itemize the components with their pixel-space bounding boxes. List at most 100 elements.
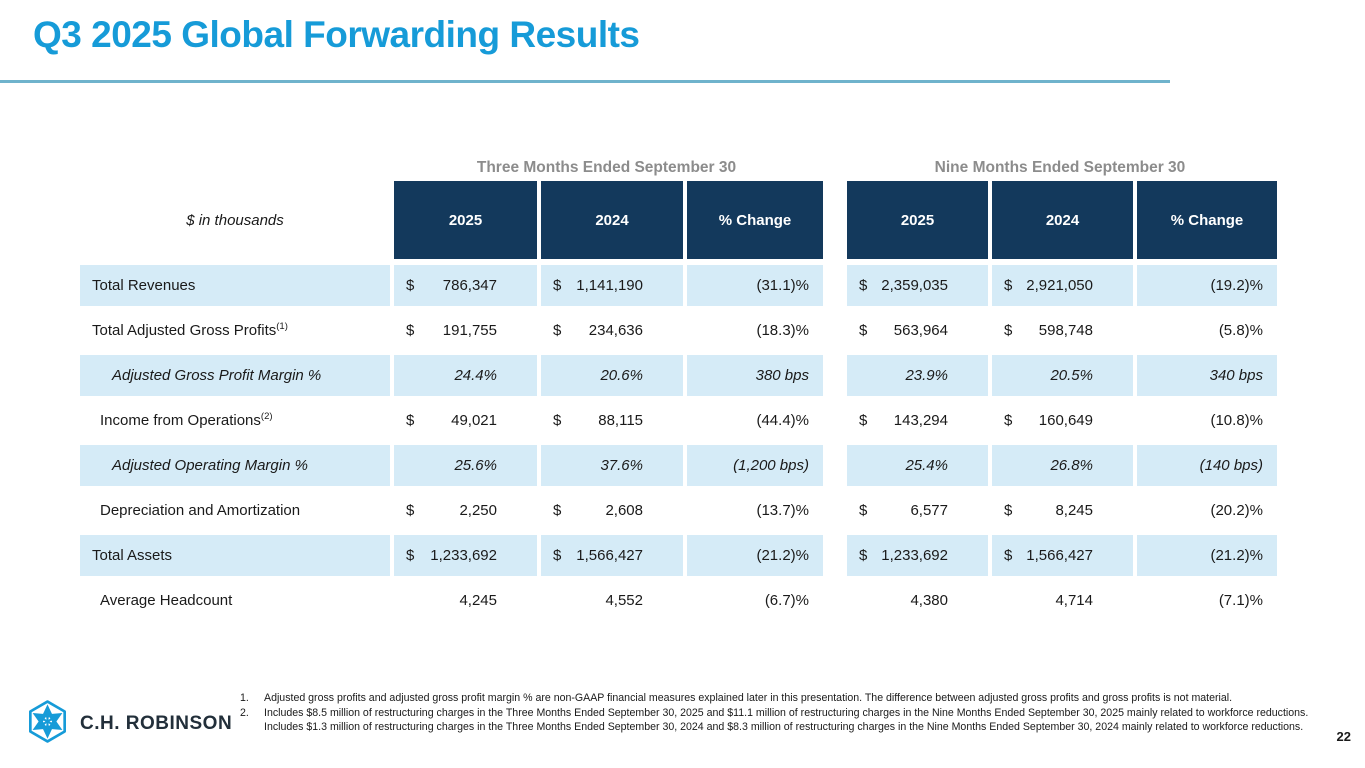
section-gap xyxy=(823,490,843,535)
value-cell: $598,748 xyxy=(988,310,1133,355)
currency-symbol: $ xyxy=(406,412,415,429)
currency-symbol: $ xyxy=(406,322,415,339)
table-row: Adjusted Gross Profit Margin % 24.4% 20.6%… xyxy=(80,355,1277,400)
value-cell: $786,347 xyxy=(390,265,537,310)
currency-symbol: $ xyxy=(1004,547,1013,564)
percent-change-cell: 380 bps xyxy=(683,355,823,400)
cell-value: 1,233,692 xyxy=(881,547,948,564)
column-header-three-2025: 2025 xyxy=(390,181,537,259)
percent-change-cell: (1,200 bps) xyxy=(683,445,823,490)
value-cell: $1,566,427 xyxy=(988,535,1133,580)
value-cell: $1,233,692 xyxy=(843,535,988,580)
title-underline xyxy=(0,80,1170,83)
currency-symbol: $ xyxy=(859,322,868,339)
units-label: $ in thousands xyxy=(186,211,284,229)
currency-symbol: $ xyxy=(859,277,868,294)
percent-change-cell: (19.2)% xyxy=(1133,265,1277,310)
cell-value: (5.8)% xyxy=(1218,322,1263,339)
currency-symbol: $ xyxy=(406,547,415,564)
column-header-three-change: % Change xyxy=(683,181,823,259)
value-cell: 20.5% xyxy=(988,355,1133,400)
section-gap xyxy=(823,580,843,625)
value-cell: 4,380 xyxy=(843,580,988,625)
footnote-number: 1. xyxy=(240,692,249,704)
page-title: Q3 2025 Global Forwarding Results xyxy=(33,14,640,55)
section-title-nine-months: Nine Months Ended September 30 xyxy=(934,159,1186,176)
table-row: Average Headcount 4,245 4,552 (6.7)% 4,380 4,… xyxy=(80,580,1277,625)
value-cell: $2,250 xyxy=(390,490,537,535)
cell-value: (1,200 bps) xyxy=(733,457,809,474)
value-cell: $2,921,050 xyxy=(988,265,1133,310)
section-gap xyxy=(823,445,843,490)
value-cell: $49,021 xyxy=(390,400,537,445)
value-cell: $88,115 xyxy=(537,400,683,445)
value-cell: $191,755 xyxy=(390,310,537,355)
table-body: Total Revenues $786,347 $1,141,190 (31.1)% $… xyxy=(80,265,1277,625)
footnote-text: Adjusted gross profits and adjusted gros… xyxy=(264,692,1233,704)
cell-value: 598,748 xyxy=(1038,322,1093,339)
cell-value: 20.6% xyxy=(600,367,643,384)
cell-value: 88,115 xyxy=(598,412,643,429)
currency-symbol: $ xyxy=(1004,322,1013,339)
percent-change-cell: (7.1)% xyxy=(1133,580,1277,625)
cell-value: 25.4% xyxy=(905,457,948,474)
currency-symbol: $ xyxy=(1004,412,1013,429)
cell-value: 1,233,692 xyxy=(430,547,497,564)
cell-value: 340 bps xyxy=(1209,367,1263,384)
section-gap xyxy=(823,535,843,580)
row-label: Total Adjusted Gross Profits(1) xyxy=(80,310,390,355)
cell-value: 23.9% xyxy=(905,367,948,384)
column-header-three-2024: 2024 xyxy=(537,181,683,259)
cell-value: 24.4% xyxy=(454,367,497,384)
cell-value: 234,636 xyxy=(588,322,643,339)
percent-change-cell: (10.8)% xyxy=(1133,400,1277,445)
cell-value: (13.7)% xyxy=(756,502,809,519)
value-cell: 25.6% xyxy=(390,445,537,490)
cell-value: 2,608 xyxy=(605,502,643,519)
cell-value: 380 bps xyxy=(755,367,809,384)
table-row: Total Adjusted Gross Profits(1) $191,755 $… xyxy=(80,310,1277,355)
currency-symbol: $ xyxy=(1004,277,1013,294)
cell-value: 160,649 xyxy=(1038,412,1093,429)
percent-change-cell: (5.8)% xyxy=(1133,310,1277,355)
cell-value: 25.6% xyxy=(454,457,497,474)
ch-robinson-hexagon-icon xyxy=(24,698,71,750)
value-cell: 26.8% xyxy=(988,445,1133,490)
cell-value: 2,250 xyxy=(459,502,497,519)
cell-value: 1,566,427 xyxy=(576,547,643,564)
value-cell: $1,566,427 xyxy=(537,535,683,580)
footnote-reference: (1) xyxy=(276,321,288,332)
value-cell: $1,141,190 xyxy=(537,265,683,310)
section-gap xyxy=(823,400,843,445)
currency-symbol: $ xyxy=(406,277,415,294)
cell-value: 1,566,427 xyxy=(1026,547,1093,564)
company-logo: C.H. ROBINSON xyxy=(24,698,232,750)
cell-value: 1,141,190 xyxy=(576,277,643,294)
cell-value: 563,964 xyxy=(893,322,948,339)
row-label: Income from Operations(2) xyxy=(80,400,390,445)
row-label: Depreciation and Amortization xyxy=(80,490,390,535)
table-row: Total Revenues $786,347 $1,141,190 (31.1)% $… xyxy=(80,265,1277,310)
row-label: Adjusted Gross Profit Margin % xyxy=(80,355,390,400)
value-cell: $160,649 xyxy=(988,400,1133,445)
value-cell: $2,608 xyxy=(537,490,683,535)
value-cell: 4,552 xyxy=(537,580,683,625)
cell-value: 49,021 xyxy=(451,412,497,429)
section-gap xyxy=(823,181,843,259)
value-cell: $1,233,692 xyxy=(390,535,537,580)
value-cell: 37.6% xyxy=(537,445,683,490)
currency-symbol: $ xyxy=(553,322,562,339)
currency-symbol: $ xyxy=(553,277,562,294)
footnote-reference: (2) xyxy=(260,411,273,422)
currency-symbol: $ xyxy=(553,412,562,429)
cell-value: 2,359,035 xyxy=(881,277,948,294)
percent-change-cell: (44.4)% xyxy=(683,400,823,445)
cell-value: (20.2)% xyxy=(1210,502,1263,519)
section-gap xyxy=(823,355,843,400)
cell-value: 6,577 xyxy=(910,502,948,519)
table-row: Adjusted Operating Margin % 25.6% 37.6% (1,… xyxy=(80,445,1277,490)
cell-value: 786,347 xyxy=(442,277,497,294)
cell-value: 37.6% xyxy=(600,457,643,474)
cell-value: (44.4)% xyxy=(756,412,809,429)
value-cell: 4,714 xyxy=(988,580,1133,625)
